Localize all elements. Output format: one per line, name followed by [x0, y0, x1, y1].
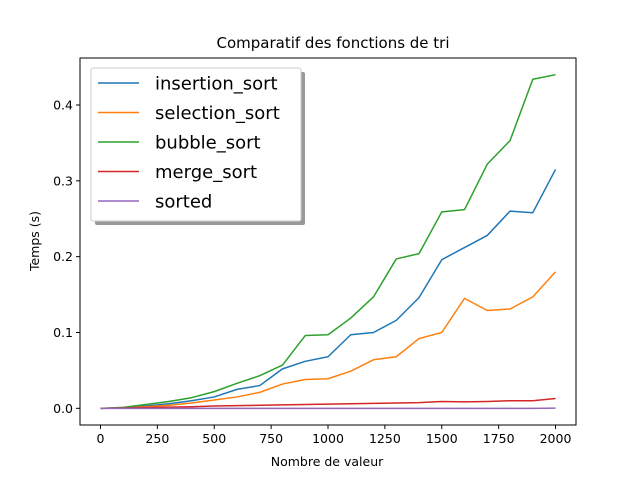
x-axis-label: Nombre de valeur — [271, 454, 384, 469]
legend-label-selection-sort: selection_sort — [155, 103, 280, 124]
plot-frame — [79, 57, 577, 426]
x-tick-label: 750 — [259, 431, 283, 446]
y-tick-label: 0.1 — [53, 325, 73, 340]
series-line-insertion-sort — [100, 169, 557, 410]
y-tick-label: 0.3 — [53, 173, 73, 188]
series-line-bubble-sort — [100, 73, 556, 410]
x-tick-label: 1250 — [369, 431, 401, 446]
ticks: 0 250 500 750 1000 1250 1500 1750 2000 0.0 0.1 0.2 0… — [53, 98, 571, 446]
legend: insertion_sort selection_sort bubble_sortm… — [90, 67, 305, 225]
legend-box — [90, 67, 302, 222]
series-line-selection-sort — [100, 271, 557, 410]
x-tick-label: 1750 — [483, 431, 515, 446]
y-axis-label: Temps (s) — [27, 211, 42, 272]
y-tick-label: 0.0 — [53, 401, 73, 416]
series-lines — [100, 73, 557, 410]
x-tick-label: 2000 — [540, 431, 572, 446]
series-line-merge-sort — [100, 397, 556, 410]
chart-title: Comparatif des fonctions de tri — [216, 34, 449, 52]
legend-label-insertion-sort: insertion_sort — [155, 74, 278, 95]
legend-label-sorted: sorted — [155, 192, 212, 213]
x-tick-label: 250 — [145, 431, 169, 446]
legend-label-merge-sort: merge_sort — [155, 162, 257, 183]
legend-label-bubble-sort: bubble_sort — [155, 133, 261, 154]
y-tick-label: 0.2 — [53, 249, 73, 264]
y-tick-label: 0.4 — [53, 98, 73, 113]
x-tick-label: 500 — [202, 431, 226, 446]
x-tick-label: 0 — [97, 431, 105, 446]
x-tick-label: 1500 — [426, 431, 458, 446]
x-tick-label: 1000 — [312, 431, 344, 446]
